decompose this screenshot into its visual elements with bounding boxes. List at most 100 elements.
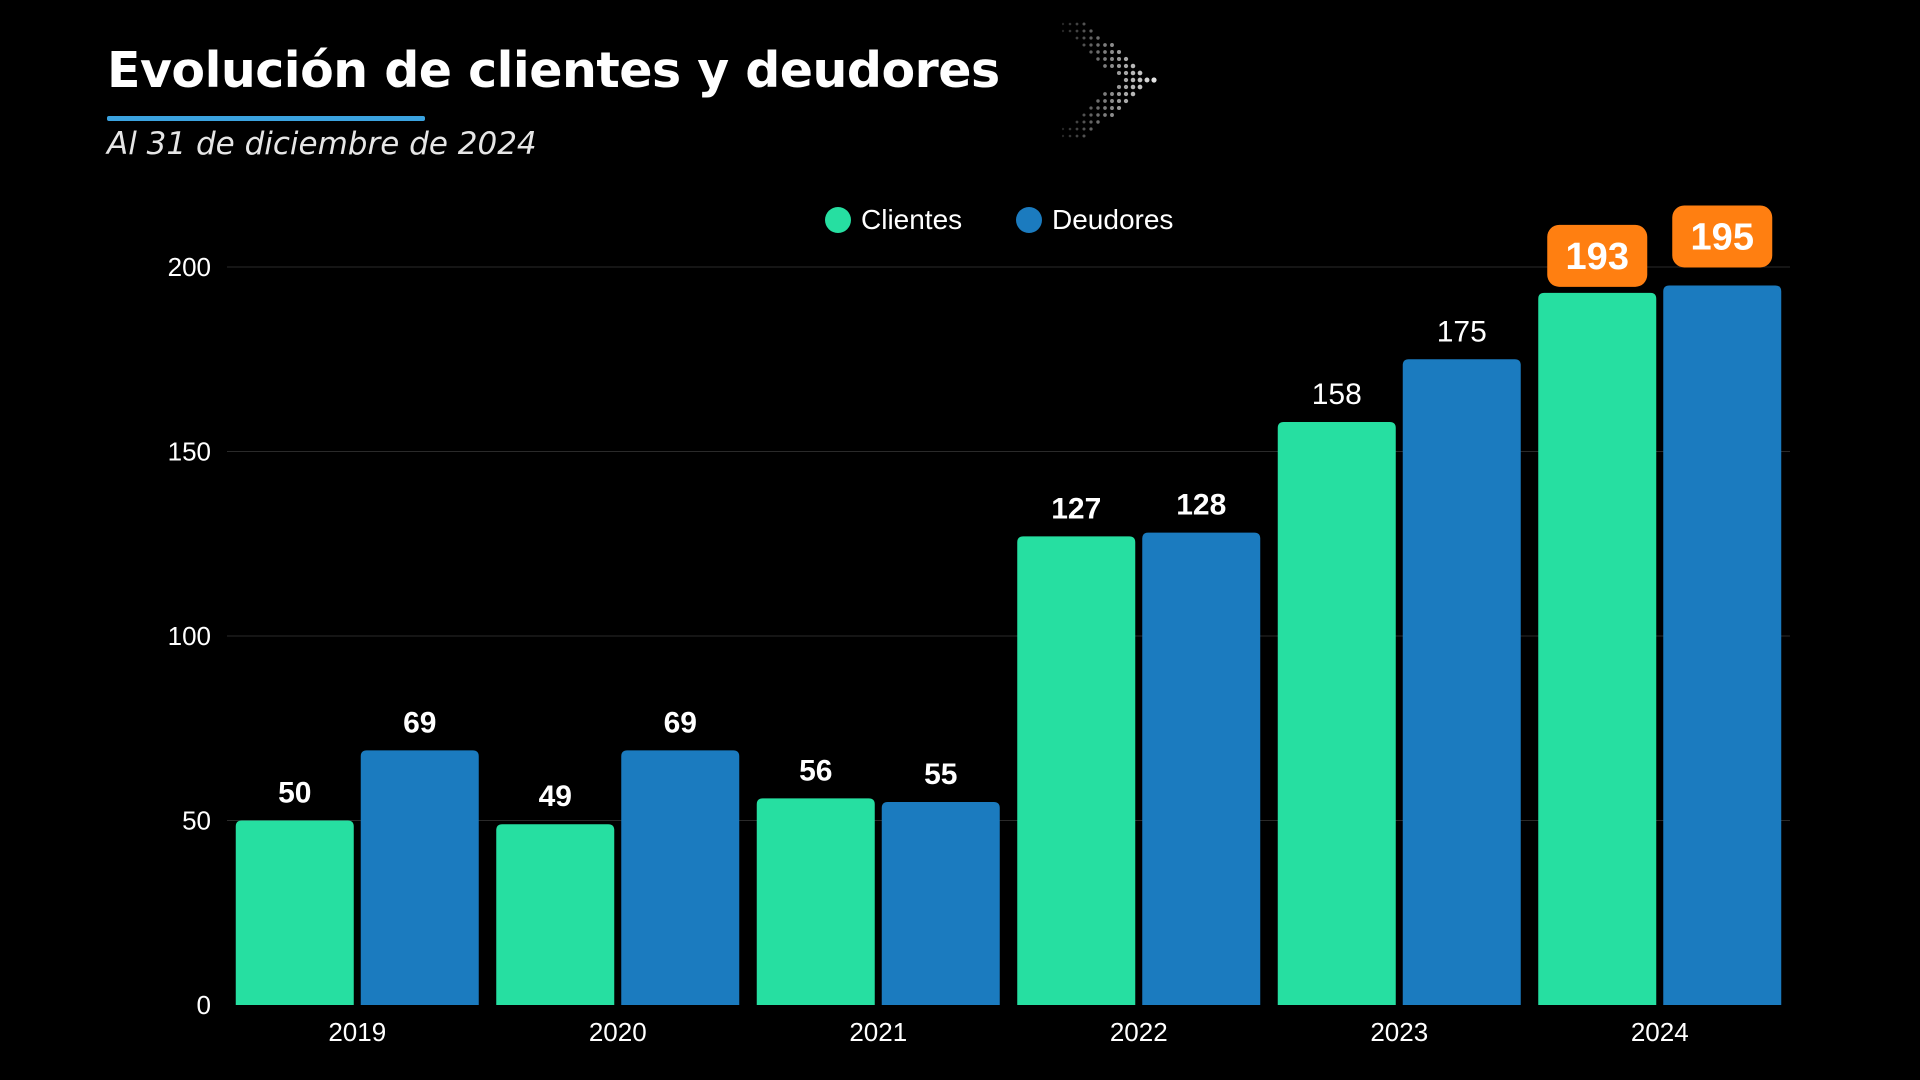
- callout-badge: [1547, 224, 1648, 287]
- chevron-dot: [1082, 120, 1086, 124]
- chevron-dot: [1068, 29, 1072, 33]
- chevron-dot: [1089, 36, 1093, 40]
- chevron-dot: [1137, 84, 1143, 90]
- chevron-dot: [1151, 77, 1157, 83]
- callout-badge: [1672, 205, 1773, 268]
- chevron-dot: [1062, 22, 1065, 26]
- chevron-dot: [1130, 63, 1136, 69]
- bar-clientes-2022: [1017, 536, 1136, 1005]
- chevron-dot: [1089, 113, 1093, 117]
- x-tick-label: 2022: [1110, 1017, 1168, 1047]
- data-label-deudores-2019: 69: [403, 706, 436, 739]
- chevron-dot: [1123, 63, 1129, 69]
- chevron-dot: [1123, 91, 1129, 97]
- chevron-dot: [1110, 106, 1114, 110]
- chevron-dot: [1068, 22, 1072, 26]
- chevron-dot: [1130, 91, 1136, 97]
- chevron-dot: [1062, 127, 1065, 131]
- chevron-dot: [1116, 91, 1122, 97]
- chevron-dot: [1082, 127, 1086, 131]
- chevron-dot: [1089, 106, 1093, 110]
- data-label-deudores-2020: 69: [664, 706, 697, 739]
- data-label-clientes-2023: 158: [1312, 378, 1362, 411]
- chevron-dot: [1075, 127, 1079, 131]
- chevron-dot: [1103, 43, 1107, 47]
- bar-deudores-2019: [360, 750, 479, 1005]
- data-label-clientes-2021: 56: [799, 754, 832, 787]
- chevron-dot: [1096, 57, 1100, 61]
- data-label-deudores-2024: 195: [1691, 216, 1754, 258]
- chevron-dot: [1082, 43, 1086, 47]
- bar-clientes-2021: [756, 798, 875, 1005]
- chevron-dot: [1096, 113, 1100, 117]
- chevron-dot: [1075, 22, 1079, 26]
- chevron-dot: [1137, 77, 1143, 83]
- y-tick-label: 150: [168, 437, 211, 467]
- chevron-dot: [1082, 36, 1086, 40]
- bar-deudores-2022: [1142, 532, 1261, 1005]
- chevron-dot: [1110, 50, 1114, 54]
- chevron-dot: [1096, 36, 1100, 40]
- chevron-dot: [1089, 127, 1093, 131]
- chevron-dot: [1110, 43, 1114, 47]
- y-tick-label: 200: [168, 252, 211, 282]
- chevron-dot: [1116, 70, 1122, 76]
- chart-legend: Clientes Deudores: [0, 200, 1920, 240]
- chevron-dot: [1096, 99, 1100, 103]
- chevron-dot: [1103, 50, 1107, 54]
- bar-clientes-2020: [496, 824, 615, 1005]
- page-title: Evolución de clientes y deudores: [107, 42, 1000, 99]
- data-label-deudores-2021: 55: [924, 758, 957, 791]
- chevron-dot: [1144, 77, 1150, 83]
- chevron-dot: [1103, 99, 1107, 103]
- bar-deudores-2021: [881, 802, 1000, 1005]
- legend-label-clientes: Clientes: [861, 204, 963, 235]
- legend-item-deudores: Deudores: [1016, 200, 1173, 240]
- bar-clientes-2024: [1538, 292, 1657, 1006]
- y-tick-label: 100: [168, 621, 211, 651]
- chevron-dot: [1110, 57, 1114, 61]
- chevron-dot: [1082, 134, 1086, 138]
- chevron-dot: [1068, 134, 1072, 138]
- chevron-dot: [1123, 56, 1129, 62]
- chevron-dot: [1075, 120, 1079, 124]
- chevron-dot: [1096, 106, 1100, 110]
- chevron-dot: [1103, 57, 1107, 61]
- chevron-dot: [1116, 63, 1122, 69]
- chevron-dot: [1082, 22, 1086, 26]
- data-label-clientes-2022: 127: [1051, 492, 1101, 525]
- chevron-dot: [1089, 50, 1093, 54]
- y-tick-label: 50: [182, 806, 211, 836]
- x-tick-label: 2019: [328, 1017, 386, 1047]
- chevron-dot: [1103, 106, 1107, 110]
- chevron-dot: [1137, 70, 1143, 76]
- y-tick-label: 0: [197, 990, 211, 1020]
- x-tick-label: 2023: [1370, 1017, 1428, 1047]
- chevron-dot: [1130, 77, 1136, 83]
- chevron-dot: [1123, 77, 1129, 83]
- chevron-dot: [1116, 98, 1122, 104]
- legend-label-deudores: Deudores: [1052, 204, 1174, 235]
- data-label-clientes-2019: 50: [278, 777, 311, 810]
- chevron-dot: [1116, 49, 1122, 55]
- bar-clientes-2023: [1277, 421, 1396, 1006]
- bar-deudores-2020: [621, 750, 740, 1005]
- x-tick-label: 2024: [1631, 1017, 1689, 1047]
- chevron-dot: [1075, 134, 1079, 138]
- chevron-dot: [1075, 29, 1079, 33]
- legend-item-clientes: Clientes: [825, 200, 962, 240]
- chevron-dot: [1130, 70, 1136, 76]
- chevron-dot: [1103, 92, 1107, 96]
- chevron-dot: [1103, 113, 1107, 117]
- page-subtitle: Al 31 de diciembre de 2024: [107, 126, 537, 162]
- data-label-clientes-2024: 193: [1566, 236, 1629, 278]
- x-tick-label: 2020: [589, 1017, 647, 1047]
- chevron-dot: [1062, 29, 1065, 33]
- chevron-dot: [1123, 84, 1129, 90]
- data-label-deudores-2022: 128: [1176, 489, 1226, 522]
- chevron-dot: [1123, 98, 1129, 104]
- chevron-dot: [1110, 99, 1114, 103]
- data-label-deudores-2023: 175: [1437, 315, 1487, 348]
- chevron-dot: [1082, 113, 1086, 117]
